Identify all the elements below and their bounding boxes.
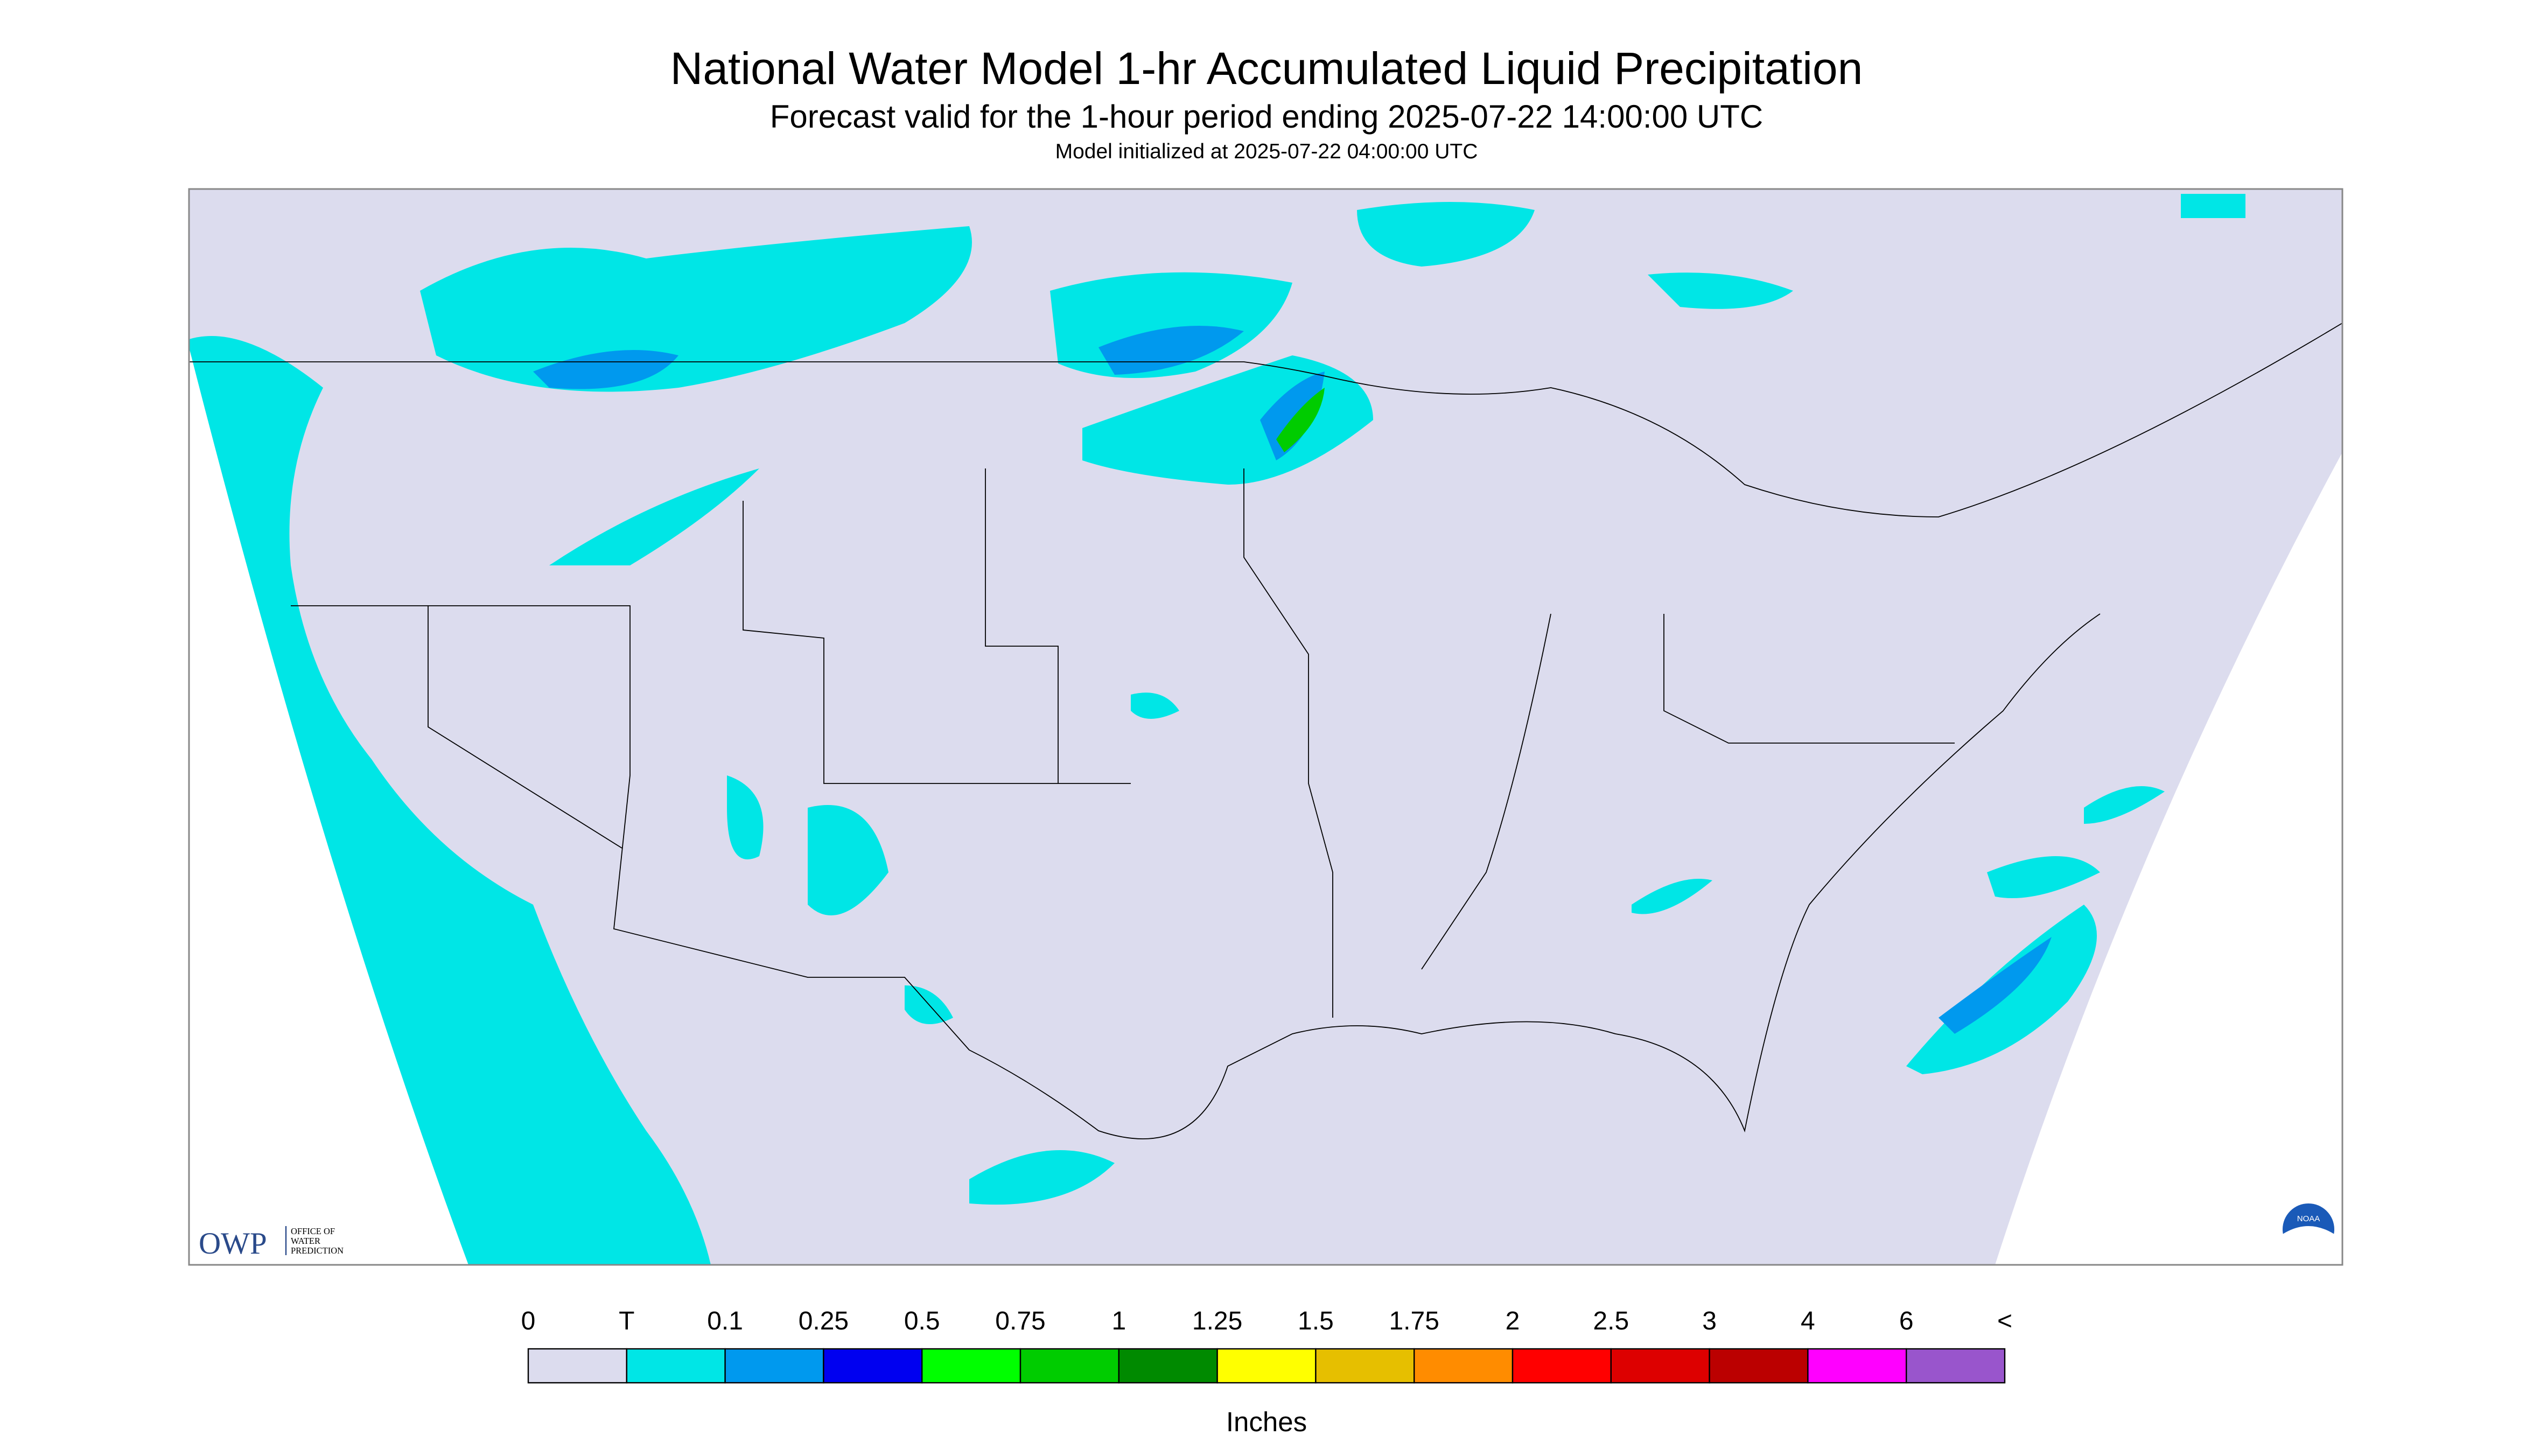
- map: OWP OFFICE OF WATER PREDICTION NOAA: [188, 188, 2343, 1266]
- boundaries: [189, 323, 2343, 1139]
- noaa-wave: [2283, 1226, 2334, 1261]
- colorbar-label: T: [619, 1307, 634, 1335]
- logo-abbr: OWP: [199, 1227, 267, 1261]
- colorbar-box: [1905, 1348, 2006, 1384]
- precip-heavy: [1276, 388, 1325, 453]
- colorbar-label: 2: [1506, 1307, 1520, 1335]
- colorbar-label: 4: [1801, 1307, 1815, 1335]
- colorbar-label: 1.5: [1298, 1307, 1334, 1335]
- init-time: Model initialized at 2025-07-22 04:00:00…: [1055, 140, 1478, 163]
- colorbar-unit: Inches: [1226, 1406, 1307, 1437]
- colorbar-label: 1.25: [1192, 1307, 1242, 1335]
- colorbar-box: [724, 1348, 824, 1384]
- colorbar-label: 0.25: [799, 1307, 849, 1335]
- colorbar-label: 0: [521, 1307, 536, 1335]
- colorbar-label: 0.1: [707, 1307, 743, 1335]
- colorbar-label: 6: [1899, 1307, 1914, 1335]
- colorbar-box: [1315, 1348, 1415, 1384]
- map-domain: [189, 189, 2342, 1265]
- map-frame: [188, 188, 2343, 1266]
- colorbar-label: <: [1997, 1307, 2012, 1335]
- colorbar-box: [1709, 1348, 1809, 1384]
- colorbar-box: [527, 1348, 628, 1384]
- subtitle: Forecast valid for the 1-hour period end…: [770, 99, 1763, 135]
- logo-line: WATER: [291, 1236, 320, 1246]
- colorbar-box: [626, 1348, 726, 1384]
- colorbar-label: 2.5: [1593, 1307, 1629, 1335]
- colorbar-label: 3: [1702, 1307, 1717, 1335]
- colorbar-label: 0.5: [904, 1307, 940, 1335]
- title: National Water Model 1-hr Accumulated Li…: [670, 43, 1863, 94]
- logo-line: PREDICTION: [291, 1245, 344, 1256]
- colorbar-box: [1019, 1348, 1120, 1384]
- colorbar-label: 1: [1111, 1307, 1126, 1335]
- colorbar-box: [1118, 1348, 1218, 1384]
- colorbar-box: [921, 1348, 1021, 1384]
- colorbar-box: [1807, 1348, 1907, 1384]
- precip-light: [533, 326, 2052, 1034]
- colorbar-label: 1.75: [1389, 1307, 1439, 1335]
- ocean-precip: [189, 336, 711, 1265]
- colorbar-box: [1610, 1348, 1710, 1384]
- colorbar-box: [823, 1348, 923, 1384]
- colorbar-label: 0.75: [995, 1307, 1045, 1335]
- noaa-logo: NOAA: [2283, 1203, 2334, 1261]
- colorbar-box: [1216, 1348, 1317, 1384]
- noaa-text: NOAA: [2297, 1214, 2320, 1223]
- owp-logo: OWP OFFICE OF WATER PREDICTION: [199, 1226, 344, 1261]
- colorbar-box: [1512, 1348, 1612, 1384]
- colorbar: 0 T 0.1 0.25 0.5 0.75 1 1.25 1.5 1.75 2 2.5 3 4 6 <: [521, 1307, 2012, 1384]
- logo-line: OFFICE OF: [291, 1226, 335, 1236]
- colorbar-box: [1414, 1348, 1514, 1384]
